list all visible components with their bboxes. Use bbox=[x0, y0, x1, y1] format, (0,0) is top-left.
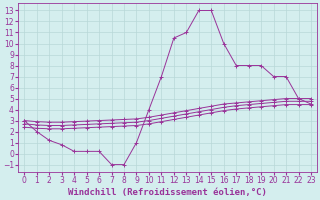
X-axis label: Windchill (Refroidissement éolien,°C): Windchill (Refroidissement éolien,°C) bbox=[68, 188, 267, 197]
